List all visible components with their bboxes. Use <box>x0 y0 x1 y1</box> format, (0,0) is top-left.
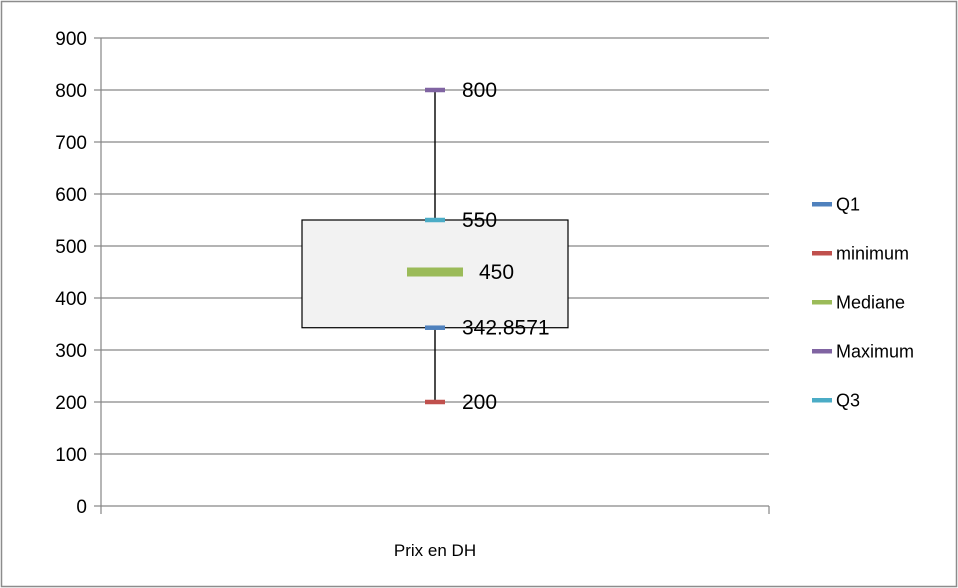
legend-swatch <box>812 398 832 403</box>
legend-label: Q1 <box>836 195 860 215</box>
axes: 0 100 200 300 400 500 600 700 800 900 Prix en DH <box>55 29 770 560</box>
y-tick-label: 300 <box>55 341 87 362</box>
legend-label: minimum <box>836 244 909 264</box>
data-label-minimum: 200 <box>462 391 497 414</box>
marker-mediane <box>407 267 463 277</box>
legend-label: Maximum <box>836 342 914 362</box>
data-label-q1: 342.8571 <box>462 317 550 340</box>
data-label-mediane: 450 <box>479 261 514 284</box>
y-tick-label: 900 <box>55 29 87 50</box>
y-tick-label: 500 <box>55 237 87 258</box>
marker-maximum <box>425 87 445 93</box>
y-tick-label: 400 <box>55 289 87 310</box>
legend-swatch <box>812 349 832 354</box>
legend: Q1 minimum Mediane Maximum Q3 <box>812 195 914 411</box>
y-tick-label: 200 <box>55 393 87 414</box>
marker-minimum <box>425 399 445 405</box>
x-category-label: Prix en DH <box>394 541 476 560</box>
legend-swatch <box>812 202 832 207</box>
markers <box>407 87 463 405</box>
legend-swatch <box>812 300 832 305</box>
data-label-q3: 550 <box>462 209 497 232</box>
legend-label: Q3 <box>836 391 860 411</box>
legend-label: Mediane <box>836 293 905 313</box>
y-tick-label: 100 <box>55 445 87 466</box>
marker-q3 <box>425 217 445 223</box>
legend-swatch <box>812 251 832 256</box>
y-tick-label: 700 <box>55 133 87 154</box>
y-tick-label: 800 <box>55 81 87 102</box>
data-label-maximum: 800 <box>462 79 497 102</box>
y-tick-label: 600 <box>55 185 87 206</box>
y-tick-label: 0 <box>76 497 87 518</box>
data-labels: 342.8571 200 450 800 550 <box>462 79 550 414</box>
marker-q1 <box>425 325 445 330</box>
